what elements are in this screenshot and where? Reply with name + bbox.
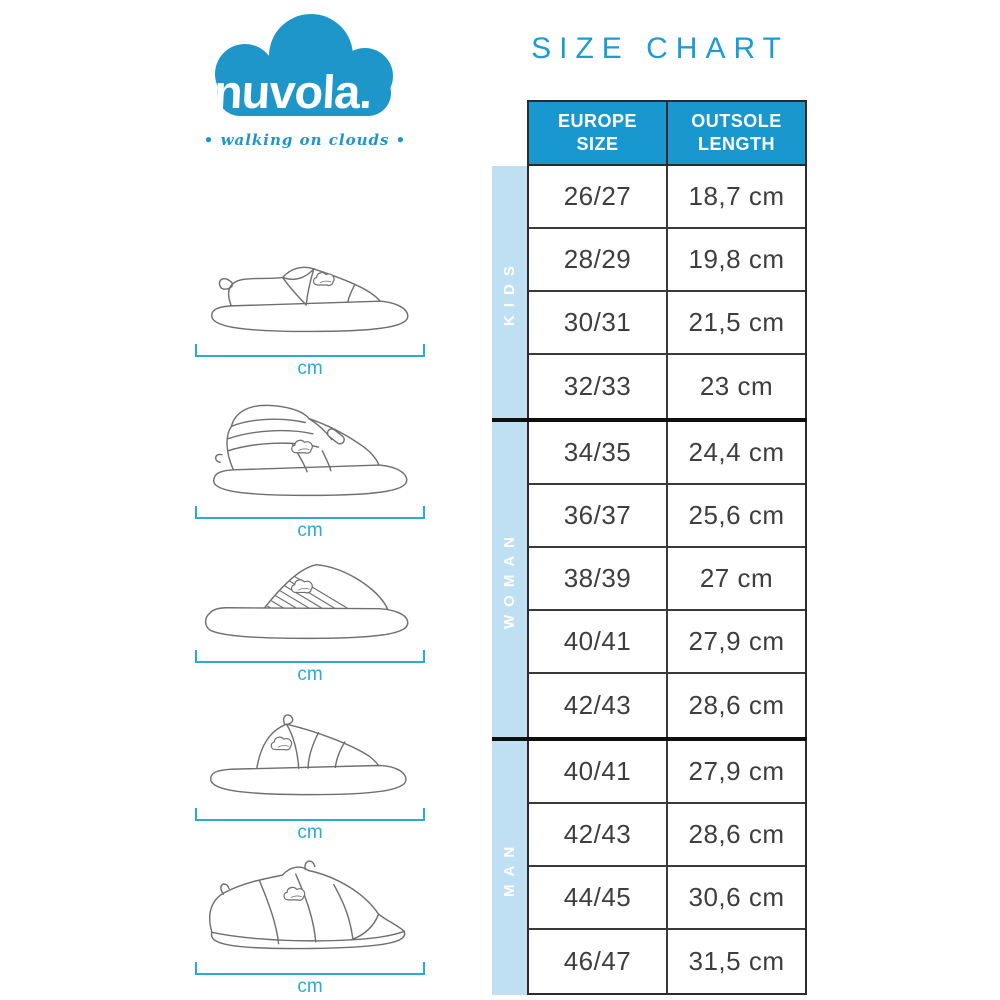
table-cell: 42/43 [529,674,668,737]
table-cell: 21,5 cm [688,307,785,337]
figure-open-toe-slide-slipper: cm [195,712,425,844]
table-cell: 27,9 cm [688,756,785,786]
figure-clog-slipper: cm [195,250,425,380]
measure-unit-label: cm [297,976,323,997]
clog-slipper-drawing [211,266,409,333]
section-label: KIDS [492,166,527,418]
section-label: WOMAN [492,422,527,737]
table-cell: 25,6 cm [688,500,785,530]
striped-mule-slipper-drawing [204,563,409,640]
measure-bracket [195,808,425,821]
table-cell: 28,6 cm [688,819,785,849]
table-cell: 30,6 cm [688,882,785,912]
table-row: 40/41 27,9 cm [529,741,805,804]
measure-unit-label: cm [297,358,323,379]
table-row: 28/29 19,8 cm [529,229,805,292]
table-cell: 28/29 [529,229,668,290]
size-table-body: KIDS 26/27 18,7 cm 28/29 19,8 cm 30/31 21,5 cm… [492,166,807,995]
page-title: SIZE CHART [531,32,789,65]
table-cell: 46/47 [529,930,668,993]
section-label: MAN [492,741,527,995]
table-cell: 19,8 cm [688,244,785,274]
table-header-row: EUROPE SIZE OUTSOLE LENGTH [527,100,807,166]
brand-tagline: • walking on clouds • [203,131,407,149]
figure-bootie-slipper: cm [195,396,425,542]
table-row: 44/45 30,6 cm [529,867,805,930]
table-cell: 27,9 cm [688,626,785,656]
brand-logo: nuvola. • walking on clouds • [193,12,417,149]
measure-bracket [195,962,425,975]
measure-bracket [195,506,425,519]
measure-bracket [195,650,425,663]
table-row: 38/39 27 cm [529,548,805,611]
table-cell: 38/39 [529,548,668,609]
bootie-slipper-drawing [213,404,408,497]
measure-unit-label: cm [297,520,323,541]
table-cell: 23 cm [699,371,774,401]
brand-wordmark: nuvola. [213,65,373,118]
measure-bracket [195,344,425,357]
table-cell: 24,4 cm [688,437,785,467]
table-row: 36/37 25,6 cm [529,485,805,548]
table-row: 26/27 18,7 cm [529,166,805,229]
measure-unit-label: cm [297,822,323,843]
table-section-woman: WOMAN 34/35 24,4 cm 36/37 25,6 cm 38/39 27 cm 4… [492,418,807,737]
table-row: 42/43 28,6 cm [529,804,805,867]
table-cell: 27 cm [699,563,774,593]
table-section-kids: KIDS 26/27 18,7 cm 28/29 19,8 cm 30/31 21,5 cm… [492,166,807,418]
table-row: 32/33 23 cm [529,355,805,418]
table-cell: 32/33 [529,355,668,418]
table-cell: 36/37 [529,485,668,546]
table-cell: 28,6 cm [688,690,785,720]
table-cell: 42/43 [529,804,668,865]
table-row: 42/43 28,6 cm [529,674,805,737]
header-europe-size: EUROPE SIZE [529,102,668,164]
figure-quilted-home-slipper: cm [195,858,425,998]
size-table: EUROPE SIZE OUTSOLE LENGTH KIDS 26/27 18,7… [492,100,807,995]
measure-unit-label: cm [297,664,323,685]
open-toe-slide-slipper-drawing [210,714,407,796]
table-cell: 34/35 [529,422,668,483]
table-cell: 40/41 [529,611,668,672]
table-section-man: MAN 40/41 27,9 cm 42/43 28,6 cm 44/45 30,6 cm 4… [492,737,807,995]
figure-striped-mule-slipper: cm [195,558,425,686]
table-cell: 40/41 [529,741,668,802]
table-row: 40/41 27,9 cm [529,611,805,674]
table-cell: 26/27 [529,166,668,227]
nuvola-cloud-logo-icon: nuvola. [213,14,393,118]
table-row: 34/35 24,4 cm [529,422,805,485]
table-cell: 44/45 [529,867,668,928]
table-row: 46/47 31,5 cm [529,930,805,993]
table-cell: 30/31 [529,292,668,353]
table-cell: 18,7 cm [688,181,785,211]
header-outsole-length: OUTSOLE LENGTH [691,110,782,154]
quilted-home-slipper-drawing [208,860,406,950]
table-row: 30/31 21,5 cm [529,292,805,355]
table-cell: 31,5 cm [688,946,785,976]
